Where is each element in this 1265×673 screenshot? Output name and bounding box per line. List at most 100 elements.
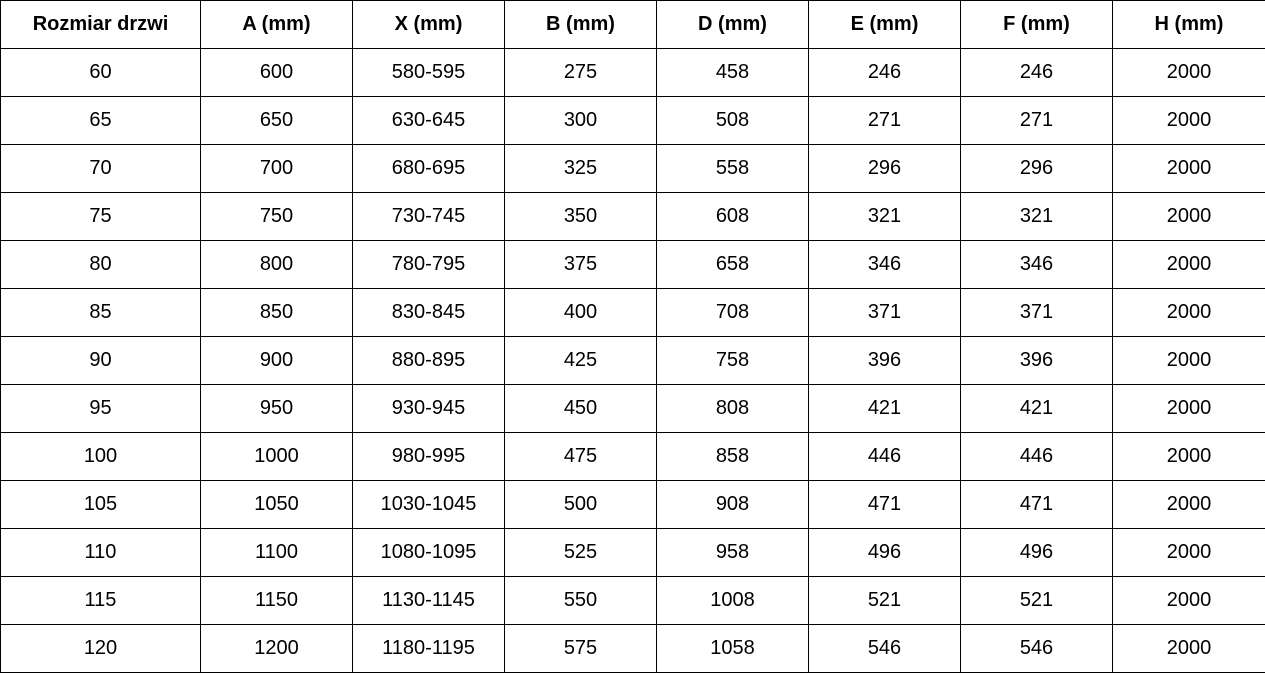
table-cell: 1200: [200, 624, 353, 673]
table-row: 120 1200 1180-1195 575 1058 546 546 2000: [0, 624, 1265, 673]
table-cell: 1150: [200, 576, 353, 625]
table-cell: 980-995: [352, 432, 505, 481]
table-cell: 1008: [656, 576, 809, 625]
table-row: 75 750 730-745 350 608 321 321 2000: [0, 192, 1265, 241]
table-cell: 110: [0, 528, 201, 577]
table-cell: 808: [656, 384, 809, 433]
table-cell: 2000: [1112, 48, 1265, 97]
table-cell: 600: [200, 48, 353, 97]
table-row: 90 900 880-895 425 758 396 396 2000: [0, 336, 1265, 385]
table-cell: 730-745: [352, 192, 505, 241]
table-cell: 496: [808, 528, 961, 577]
table-cell: 2000: [1112, 336, 1265, 385]
table-cell: 421: [960, 384, 1113, 433]
table-cell: 680-695: [352, 144, 505, 193]
table-cell: 546: [960, 624, 1113, 673]
table-cell: 458: [656, 48, 809, 97]
table-cell: 80: [0, 240, 201, 289]
table-cell: 350: [504, 192, 657, 241]
table-cell: 475: [504, 432, 657, 481]
table-cell: 120: [0, 624, 201, 673]
table-cell: 325: [504, 144, 657, 193]
table-cell: 708: [656, 288, 809, 337]
table-cell: 750: [200, 192, 353, 241]
table-cell: 446: [808, 432, 961, 481]
table-row: 115 1150 1130-1145 550 1008 521 521 2000: [0, 576, 1265, 625]
table-cell: 375: [504, 240, 657, 289]
table-cell: 2000: [1112, 96, 1265, 145]
table-row: 65 650 630-645 300 508 271 271 2000: [0, 96, 1265, 145]
table-cell: 500: [504, 480, 657, 529]
table-cell: 930-945: [352, 384, 505, 433]
table-cell: 421: [808, 384, 961, 433]
table-cell: 271: [960, 96, 1113, 145]
table-cell: 758: [656, 336, 809, 385]
table-cell: 400: [504, 288, 657, 337]
table-cell: 1050: [200, 480, 353, 529]
table-cell: 900: [200, 336, 353, 385]
table-cell: 800: [200, 240, 353, 289]
table-cell: 70: [0, 144, 201, 193]
table-cell: 2000: [1112, 432, 1265, 481]
table-cell: 296: [960, 144, 1113, 193]
table-cell: 271: [808, 96, 961, 145]
table-cell: 580-595: [352, 48, 505, 97]
column-header: E (mm): [808, 0, 961, 49]
table-row: 105 1050 1030-1045 500 908 471 471 2000: [0, 480, 1265, 529]
table-header: Rozmiar drzwi A (mm) X (mm) B (mm) D (mm) E (…: [0, 0, 1265, 49]
table-cell: 450: [504, 384, 657, 433]
table-cell: 850: [200, 288, 353, 337]
table-cell: 1030-1045: [352, 480, 505, 529]
table-cell: 1130-1145: [352, 576, 505, 625]
table-cell: 950: [200, 384, 353, 433]
table-cell: 558: [656, 144, 809, 193]
table-cell: 880-895: [352, 336, 505, 385]
table-row: 70 700 680-695 325 558 296 296 2000: [0, 144, 1265, 193]
column-header: B (mm): [504, 0, 657, 49]
table-cell: 2000: [1112, 240, 1265, 289]
table-cell: 858: [656, 432, 809, 481]
table-cell: 2000: [1112, 384, 1265, 433]
table-cell: 396: [960, 336, 1113, 385]
column-header: F (mm): [960, 0, 1113, 49]
table-cell: 658: [656, 240, 809, 289]
table-cell: 446: [960, 432, 1113, 481]
table-cell: 321: [808, 192, 961, 241]
table-cell: 346: [960, 240, 1113, 289]
table-cell: 105: [0, 480, 201, 529]
table-cell: 550: [504, 576, 657, 625]
table-cell: 371: [960, 288, 1113, 337]
table-cell: 546: [808, 624, 961, 673]
table-cell: 608: [656, 192, 809, 241]
table-row: 85 850 830-845 400 708 371 371 2000: [0, 288, 1265, 337]
table-cell: 100: [0, 432, 201, 481]
table-row: 60 600 580-595 275 458 246 246 2000: [0, 48, 1265, 97]
table-cell: 1058: [656, 624, 809, 673]
table-cell: 908: [656, 480, 809, 529]
header-row: Rozmiar drzwi A (mm) X (mm) B (mm) D (mm) E (…: [0, 0, 1265, 49]
table-cell: 700: [200, 144, 353, 193]
table-cell: 300: [504, 96, 657, 145]
table-cell: 371: [808, 288, 961, 337]
column-header: H (mm): [1112, 0, 1265, 49]
table-cell: 321: [960, 192, 1113, 241]
table-cell: 246: [808, 48, 961, 97]
table-cell: 471: [960, 480, 1113, 529]
table-cell: 830-845: [352, 288, 505, 337]
table-cell: 346: [808, 240, 961, 289]
table-cell: 575: [504, 624, 657, 673]
table-cell: 1000: [200, 432, 353, 481]
column-header: A (mm): [200, 0, 353, 49]
table-cell: 246: [960, 48, 1113, 97]
table-cell: 2000: [1112, 528, 1265, 577]
table-cell: 2000: [1112, 624, 1265, 673]
table-body: 60 600 580-595 275 458 246 246 2000 65 650 630-645…: [0, 48, 1265, 673]
table-cell: 1080-1095: [352, 528, 505, 577]
table-cell: 2000: [1112, 144, 1265, 193]
table-cell: 780-795: [352, 240, 505, 289]
table-row: 110 1100 1080-1095 525 958 496 496 2000: [0, 528, 1265, 577]
table-cell: 521: [808, 576, 961, 625]
table-cell: 65: [0, 96, 201, 145]
column-header: Rozmiar drzwi: [0, 0, 201, 49]
